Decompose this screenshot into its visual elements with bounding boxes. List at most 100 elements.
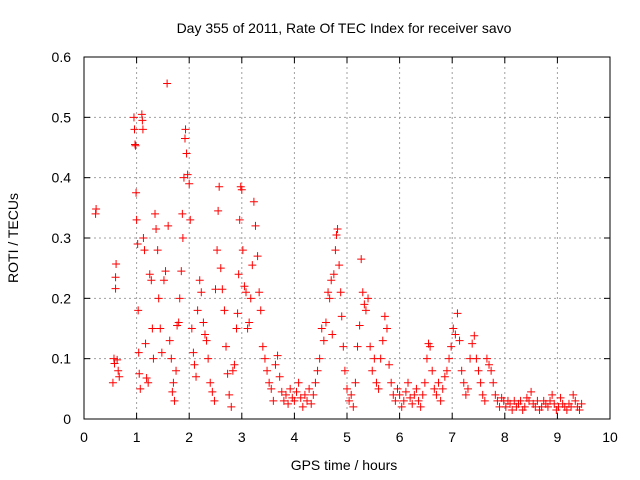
data-point xyxy=(133,240,142,249)
data-point xyxy=(237,185,246,194)
data-point xyxy=(408,399,417,408)
data-point xyxy=(399,396,408,405)
x-tick-label: 7 xyxy=(448,429,456,445)
data-point xyxy=(168,387,177,396)
data-point xyxy=(148,324,157,333)
data-point xyxy=(336,288,345,297)
data-point xyxy=(149,354,158,363)
data-point xyxy=(267,384,276,393)
data-point xyxy=(374,384,383,393)
data-point xyxy=(222,342,231,351)
data-point xyxy=(130,125,139,134)
data-point xyxy=(151,209,160,218)
data-point xyxy=(161,267,170,276)
data-point xyxy=(378,336,387,345)
data-point xyxy=(315,354,324,363)
data-point xyxy=(335,261,344,270)
y-tick-label: 0.4 xyxy=(52,170,72,186)
data-point xyxy=(189,348,198,357)
data-point xyxy=(192,372,201,381)
data-point xyxy=(447,342,456,351)
data-point xyxy=(414,396,423,405)
data-point xyxy=(271,360,280,369)
data-point xyxy=(300,390,309,399)
data-point xyxy=(213,246,222,255)
data-point xyxy=(445,354,454,363)
data-point xyxy=(178,234,187,242)
data-point xyxy=(251,221,260,230)
data-point xyxy=(451,330,460,339)
data-point xyxy=(206,378,215,387)
data-point xyxy=(215,182,224,191)
data-point xyxy=(114,366,123,375)
data-point xyxy=(269,396,278,405)
data-point xyxy=(543,402,552,411)
data-point xyxy=(313,366,322,375)
data-point xyxy=(527,387,536,396)
data-point xyxy=(144,378,153,387)
y-tick-label: 0.6 xyxy=(52,49,72,65)
data-point xyxy=(387,378,396,387)
data-point xyxy=(214,206,223,215)
data-point xyxy=(571,396,580,405)
data-point xyxy=(135,369,144,378)
data-point xyxy=(480,396,489,405)
data-point xyxy=(319,336,328,345)
data-point xyxy=(422,354,431,363)
y-axis-label: ROTI / TECUs xyxy=(5,193,21,283)
data-point xyxy=(349,402,358,411)
data-point xyxy=(185,179,194,188)
data-point xyxy=(165,336,174,345)
data-point xyxy=(263,366,272,375)
chart-title: Day 355 of 2011, Rate Of TEC Index for r… xyxy=(177,20,512,36)
data-point xyxy=(202,336,211,345)
data-point xyxy=(294,378,303,387)
data-point xyxy=(482,354,491,363)
data-point xyxy=(347,390,356,399)
x-tick-label: 8 xyxy=(501,429,509,445)
data-point xyxy=(142,373,151,382)
data-point xyxy=(562,405,571,414)
data-point xyxy=(506,399,515,408)
data-point xyxy=(249,197,258,206)
data-point xyxy=(487,366,496,375)
data-point xyxy=(225,390,234,399)
data-point xyxy=(172,366,181,375)
data-point xyxy=(339,342,348,351)
data-point xyxy=(364,294,373,303)
data-point xyxy=(132,188,141,197)
data-point xyxy=(333,224,342,233)
data-point xyxy=(380,312,389,321)
data-point xyxy=(296,393,305,402)
data-point xyxy=(376,354,385,363)
y-tick-label: 0.3 xyxy=(52,230,72,246)
data-point xyxy=(550,399,559,408)
data-point xyxy=(154,294,163,303)
data-point xyxy=(516,396,525,405)
data-point xyxy=(410,390,419,399)
data-point xyxy=(216,264,225,273)
x-tick-label: 9 xyxy=(554,429,562,445)
data-point xyxy=(255,288,264,297)
data-point xyxy=(309,390,318,399)
y-tick-label: 0.5 xyxy=(52,109,72,125)
data-point xyxy=(260,354,269,363)
data-point xyxy=(412,384,421,393)
data-point xyxy=(111,273,120,282)
data-point xyxy=(145,270,154,279)
data-point xyxy=(368,366,377,375)
data-point xyxy=(292,387,301,396)
data-point xyxy=(337,312,346,321)
data-point xyxy=(238,246,247,255)
data-point xyxy=(178,209,187,218)
data-point xyxy=(345,396,354,405)
data-point xyxy=(406,393,415,402)
y-tick-label: 0 xyxy=(63,411,71,427)
data-point xyxy=(138,116,147,125)
data-point xyxy=(317,324,326,333)
data-point xyxy=(180,134,189,143)
data-point xyxy=(358,288,367,297)
data-point xyxy=(393,384,402,393)
grid-lines xyxy=(84,57,610,419)
x-tick-label: 6 xyxy=(396,429,404,445)
